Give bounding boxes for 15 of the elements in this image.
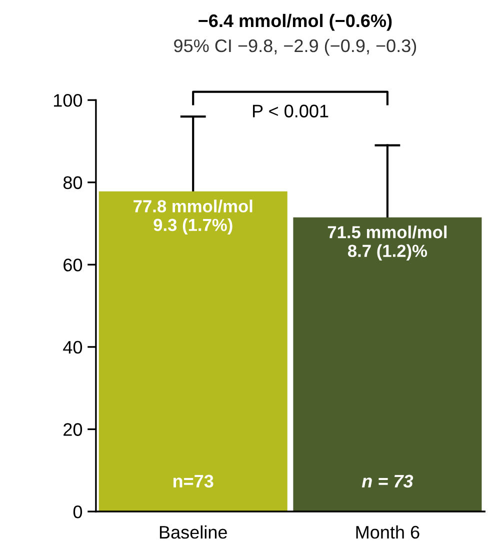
chart-subtitle: 95% CI −9.8, −2.9 (−0.9, −0.3) — [174, 38, 416, 56]
chart-title: −6.4 mmol/mol (−0.6%) — [198, 14, 392, 31]
y-tick-label: 40 — [63, 340, 82, 354]
y-tick-label: 100 — [54, 94, 82, 107]
annotation: P < 0.001 — [253, 104, 328, 118]
y-tick-label: 80 — [63, 176, 82, 190]
x-tick-label: Month 6 — [356, 525, 420, 539]
y-tick-label: 20 — [64, 423, 82, 436]
y-tick-label: 0 — [73, 505, 82, 518]
y-tick-label: 60 — [64, 258, 82, 272]
data-label: 77.8 mmol/mol 9.3 (1.7%) — [134, 200, 252, 235]
annotation: n=73 — [173, 474, 214, 488]
x-tick-label: Baseline — [160, 525, 227, 539]
data-label: 71.5 mmol/mol 8.7 (1.2)% — [328, 226, 447, 260]
annotation: n = 73 — [362, 474, 414, 488]
